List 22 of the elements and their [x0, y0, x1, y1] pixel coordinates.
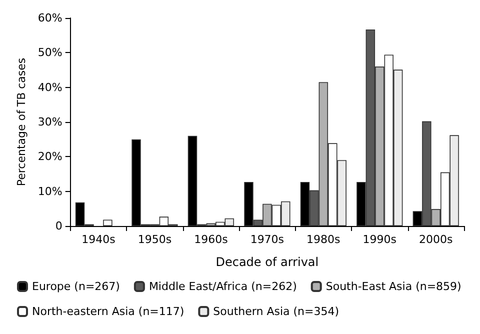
x-axis-title: Decade of arrival [216, 255, 319, 269]
y-tick-label: 10% [38, 184, 62, 198]
legend-label: Middle East/Africa (n=262) [148, 280, 297, 293]
y-tick-label: 40% [38, 80, 62, 94]
legend-label: Southern Asia (n=354) [213, 305, 340, 318]
y-tick-label: 50% [38, 46, 62, 60]
y-tick-label: 60% [38, 12, 62, 24]
y-tick-label: 0 [55, 220, 62, 232]
legend-label: South-East Asia (n=859) [326, 280, 462, 293]
x-tick-label: 1980s [306, 233, 341, 246]
y-tick-label: 20% [38, 150, 62, 164]
x-tick-label: 2000s [419, 233, 454, 246]
y-tick-label: 30% [38, 116, 62, 128]
legend-label: Europe (n=267) [32, 280, 120, 293]
y-axis-title: Percentage of TB cases [15, 58, 28, 186]
x-tick-label: 1970s [250, 233, 284, 246]
x-tick-label: 1960s [194, 233, 228, 246]
x-tick-label: 1940s [82, 233, 116, 246]
x-tick-label: 1950s [138, 233, 172, 246]
bar [103, 220, 112, 226]
x-tick-label: 1990s [362, 233, 397, 246]
legend-label: North-eastern Asia (n=117) [32, 305, 184, 318]
